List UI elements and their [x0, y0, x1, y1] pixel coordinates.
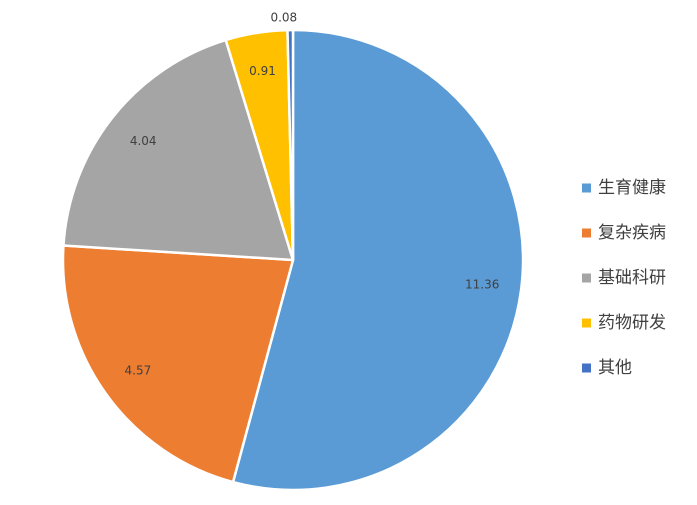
pie-slice-2: [61, 244, 295, 484]
legend-label-1: 生育健康: [598, 178, 666, 198]
legend-swatch-3: [582, 273, 591, 283]
pie-data-labels: 11.36 4.57 4.04 0.91 0.08: [125, 11, 500, 378]
legend-swatch-5: [582, 363, 591, 373]
legend-item-2: 复杂疾病: [582, 223, 666, 243]
pie-slices: [61, 28, 525, 492]
legend-item-5: 其他: [582, 358, 632, 378]
legend-swatch-1: [582, 183, 591, 193]
data-label-4: 0.91: [249, 64, 276, 78]
legend-item-4: 药物研发: [582, 313, 666, 333]
pie-slice-3: [62, 38, 295, 262]
data-label-3: 4.04: [130, 134, 157, 148]
legend-label-5: 其他: [598, 358, 632, 378]
legend-label-2: 复杂疾病: [598, 223, 666, 243]
pie-slice-1: [231, 28, 525, 492]
data-label-5: 0.08: [270, 11, 297, 25]
legend-item-1: 生育健康: [582, 178, 666, 198]
legend-label-3: 基础科研: [598, 268, 666, 288]
legend-item-3: 基础科研: [582, 268, 666, 288]
data-label-2: 4.57: [125, 364, 152, 378]
legend-label-4: 药物研发: [598, 313, 666, 333]
data-label-1: 11.36: [465, 278, 499, 292]
legend-swatch-2: [582, 228, 591, 238]
legend-swatch-4: [582, 318, 591, 328]
pie-slice-5: [286, 28, 295, 262]
